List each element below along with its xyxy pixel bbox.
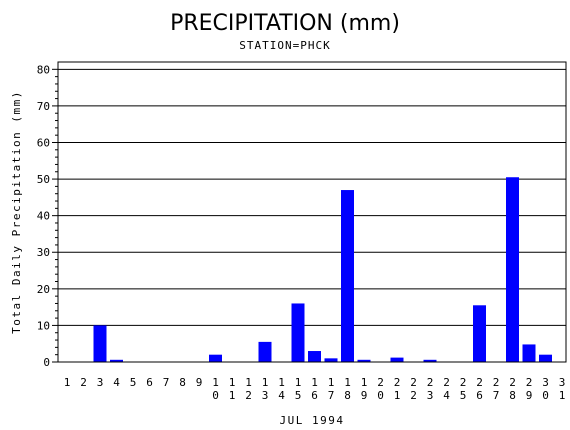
- x-tick-label: 7: [328, 389, 335, 402]
- x-tick-label: 4: [278, 389, 285, 402]
- x-tick-label: 9: [196, 376, 203, 389]
- x-tick-label: 6: [146, 376, 153, 389]
- x-tick-label: 4: [443, 389, 450, 402]
- x-tick-label: 1: [559, 389, 566, 402]
- x-tick-label: 8: [179, 376, 186, 389]
- bar-day-13: [258, 341, 272, 362]
- bar-day-10: [209, 354, 222, 362]
- y-tick-label: 0: [43, 356, 50, 369]
- y-tick-label: 40: [37, 210, 50, 223]
- x-tick-label: 3: [427, 389, 434, 402]
- x-tick-label: 2: [245, 389, 252, 402]
- x-tick-label: 0: [377, 389, 384, 402]
- x-tick-label: 5: [130, 376, 137, 389]
- x-tick-label: 2: [394, 376, 401, 389]
- bar-day-4: [110, 359, 123, 362]
- x-tick-label: 6: [476, 389, 483, 402]
- x-tick-label: 0: [542, 389, 549, 402]
- x-tick-label: 8: [509, 389, 516, 402]
- x-tick-label: 1: [394, 389, 401, 402]
- bar-day-3: [93, 325, 107, 362]
- bar-day-18: [341, 190, 354, 362]
- bar-day-26: [473, 305, 486, 362]
- bar-day-29: [522, 344, 536, 362]
- bar-day-30: [539, 354, 552, 362]
- x-tick-label: 3: [262, 389, 269, 402]
- x-tick-label: 1: [311, 376, 318, 389]
- plot-frame: [57, 61, 567, 363]
- x-tick-label: 2: [509, 376, 516, 389]
- y-tick-label: 30: [37, 246, 50, 259]
- x-tick-label: 1: [262, 376, 269, 389]
- x-tick-label: 2: [493, 376, 500, 389]
- x-tick-label: 9: [526, 389, 533, 402]
- chart-subtitle: STATION=PHCK: [239, 39, 330, 52]
- bar-day-21: [390, 357, 404, 362]
- gridlines: [58, 68, 566, 326]
- x-tick-label: 9: [361, 389, 368, 402]
- bar-day-16: [308, 351, 321, 362]
- x-tick-label: 1: [328, 376, 335, 389]
- x-tick-label: 2: [443, 376, 450, 389]
- bar-day-15: [291, 303, 305, 362]
- x-tick-label: 4: [113, 376, 120, 389]
- x-axis-label: JUL 1994: [280, 414, 345, 427]
- y-tick-label: 80: [37, 63, 50, 76]
- y-axis: 0 10 20 30 40 50 60 70 80: [37, 63, 58, 369]
- y-tick-label: 10: [37, 319, 50, 332]
- x-tick-label: 1: [64, 376, 71, 389]
- bar-day-23: [423, 359, 437, 362]
- x-tick-label: 1: [229, 376, 236, 389]
- x-tick-label: 7: [493, 389, 500, 402]
- y-tick-label: 60: [37, 136, 50, 149]
- x-tick-label: 0: [212, 389, 219, 402]
- x-tick-label: 2: [460, 376, 467, 389]
- x-tick-label: 2: [377, 376, 384, 389]
- x-tick-label: 1: [278, 376, 285, 389]
- y-axis-label: Total Daily Precipitation (mm): [10, 90, 23, 334]
- x-tick-label: 7: [163, 376, 170, 389]
- x-tick-label: 1: [361, 376, 368, 389]
- x-tick-label: 3: [542, 376, 549, 389]
- x-tick-label: 3: [97, 376, 104, 389]
- x-tick-label: 2: [427, 376, 434, 389]
- x-tick-label: 5: [295, 389, 302, 402]
- x-tick-label: 3: [559, 376, 566, 389]
- x-tick-label: 2: [410, 376, 417, 389]
- chart-title: PRECIPITATION (mm): [170, 11, 400, 36]
- y-tick-label: 50: [37, 173, 50, 186]
- y-tick-label: 70: [37, 100, 50, 113]
- y-tick-label: 20: [37, 283, 50, 296]
- bar-day-17: [324, 358, 338, 362]
- bar-day-28: [506, 177, 519, 362]
- x-tick-label: 6: [311, 389, 318, 402]
- x-tick-label: 5: [460, 389, 467, 402]
- bars-group: [93, 177, 552, 362]
- x-tick-label: 1: [229, 389, 236, 402]
- x-tick-label: 1: [344, 376, 351, 389]
- x-tick-label: 2: [410, 389, 417, 402]
- x-tick-label: 2: [476, 376, 483, 389]
- x-tick-label: 1: [245, 376, 252, 389]
- x-tick-label: 1: [212, 376, 219, 389]
- x-tick-label: 1: [295, 376, 302, 389]
- bar-day-19: [357, 359, 371, 362]
- x-axis: 1 2 3 4 5 6 7 8 9 1011121314151617181920212223242…: [64, 376, 566, 402]
- x-tick-label: 2: [80, 376, 87, 389]
- x-tick-label: 2: [526, 376, 533, 389]
- x-tick-label: 8: [344, 389, 351, 402]
